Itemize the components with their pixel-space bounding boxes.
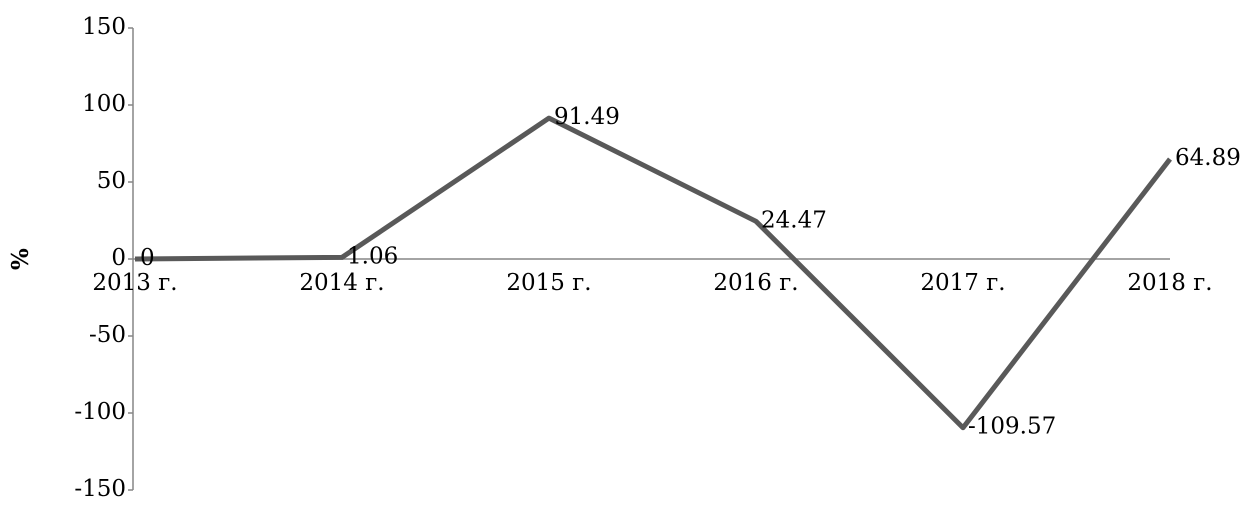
y-tick-label: 150	[82, 14, 126, 40]
x-tick-label: 2013 г.	[92, 270, 177, 296]
y-axis-label: %	[7, 248, 34, 270]
x-tick-label: 2018 г.	[1127, 270, 1212, 296]
x-tick-label: 2016 г.	[713, 270, 798, 296]
x-tick-label: 2014 г.	[299, 270, 384, 296]
data-label: 64.89	[1175, 145, 1241, 171]
x-tick-label: 2015 г.	[506, 270, 591, 296]
data-label: 91.49	[554, 104, 620, 130]
data-label: 24.47	[761, 207, 827, 233]
y-tick-label: 0	[111, 245, 126, 271]
data-label: -109.57	[968, 414, 1056, 440]
y-tick-label: 50	[97, 168, 126, 194]
y-tick-label: -50	[89, 322, 126, 348]
line	[134, 115, 1172, 431]
y-tick-label: -150	[74, 476, 126, 502]
y-tick-label: -100	[74, 399, 126, 425]
data-label: 1.06	[347, 243, 398, 269]
data-label: 0	[140, 245, 155, 271]
x-tick-label: 2017 г.	[920, 270, 1005, 296]
y-tick-label: 100	[82, 91, 126, 117]
